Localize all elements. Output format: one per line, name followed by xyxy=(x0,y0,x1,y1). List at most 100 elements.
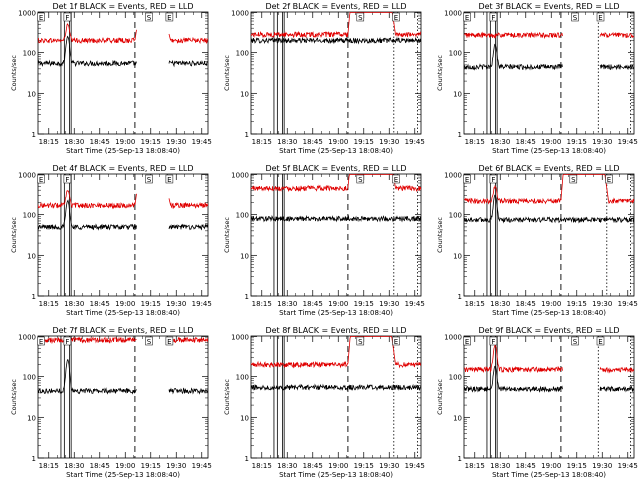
events-series-line xyxy=(251,214,421,223)
chart-panel-9: Det 9f BLACK = Events, RED = LLD 1 10 100 10… xyxy=(436,326,638,479)
event-lines xyxy=(60,336,136,458)
x-axis-label: Start Time (25-Sep-13 18:08:40) xyxy=(492,309,606,317)
x-tick-label: 18:15 xyxy=(465,138,485,146)
y-axis-label: Counts/sec xyxy=(10,379,18,415)
marker-box xyxy=(463,336,471,346)
marker-label: E xyxy=(465,338,469,346)
lld-series-line xyxy=(168,198,208,210)
y-tick-label: 1 xyxy=(32,131,36,139)
chart-title: Det 3f BLACK = Events, RED = LLD xyxy=(478,2,619,11)
lld-series-line xyxy=(599,31,634,39)
y-tick-label: 1000 xyxy=(18,334,36,342)
event-lines xyxy=(273,174,419,296)
y-tick-label: 1 xyxy=(245,293,249,301)
marker-box xyxy=(63,12,72,22)
x-tick-label: 19:30 xyxy=(379,138,399,146)
x-tick-label: 19:30 xyxy=(166,300,186,308)
x-tick-label: 19:30 xyxy=(592,138,612,146)
x-tick-label: 19:00 xyxy=(541,138,561,146)
marker-label: F xyxy=(65,176,69,184)
events-series-line xyxy=(464,43,563,71)
x-tick-label: 19:30 xyxy=(166,138,186,146)
x-tick-label: 19:15 xyxy=(141,462,161,470)
marker-box xyxy=(356,336,365,346)
x-tick-label: 18:30 xyxy=(64,462,84,470)
marker-label: S xyxy=(147,14,152,22)
x-axis-label: Start Time (25-Sep-13 18:08:40) xyxy=(66,147,180,155)
lld-series-line xyxy=(38,190,137,210)
x-tick-label: 18:45 xyxy=(303,462,323,470)
x-tick-label: 18:15 xyxy=(465,300,485,308)
marker-label: S xyxy=(571,176,576,184)
y-tick-label: 1 xyxy=(458,293,462,301)
plot-frame xyxy=(37,335,209,459)
x-tick-label: 19:15 xyxy=(141,300,161,308)
events-series-line xyxy=(168,59,208,68)
marker-label: E xyxy=(167,338,171,346)
series-group xyxy=(38,190,208,231)
x-tick-label: 18:15 xyxy=(39,138,59,146)
marker-box xyxy=(463,12,471,22)
events-series-line xyxy=(168,223,208,231)
lld-series-line xyxy=(464,344,563,374)
marker-box xyxy=(605,174,613,184)
x-tick-label: 19:15 xyxy=(567,300,587,308)
x-tick-label: 19:15 xyxy=(354,462,374,470)
x-tick-label: 18:15 xyxy=(39,300,59,308)
series-group xyxy=(38,23,208,68)
chart-title: Det 7f BLACK = Events, RED = LLD xyxy=(52,326,193,335)
marker-label: S xyxy=(573,338,578,346)
x-tick-label: 19:00 xyxy=(328,300,348,308)
y-tick-label: 10 xyxy=(240,252,249,260)
x-axis-label: Start Time (25-Sep-13 18:08:40) xyxy=(279,471,393,479)
lld-series-line xyxy=(168,336,208,343)
series-group xyxy=(464,344,634,393)
marker-box xyxy=(571,336,579,346)
marker-label: E xyxy=(394,176,398,184)
x-tick-label: 19:15 xyxy=(141,138,161,146)
x-tick-label: 18:45 xyxy=(90,462,110,470)
marker-box xyxy=(165,12,174,22)
event-lines xyxy=(486,174,631,296)
x-axis-label: Start Time (25-Sep-13 18:08:40) xyxy=(492,147,606,155)
y-tick-label: 1000 xyxy=(444,334,462,342)
x-tick-label: 19:15 xyxy=(567,138,587,146)
chart-panel-8: Det 8f BLACK = Events, RED = LLD 1 10 100 10… xyxy=(223,326,425,479)
marker-label: S xyxy=(147,338,152,346)
marker-label: F xyxy=(65,338,69,346)
x-tick-label: 19:45 xyxy=(192,138,212,146)
y-tick-label: 1000 xyxy=(444,172,462,180)
x-tick-label: 19:45 xyxy=(405,138,425,146)
x-tick-label: 19:30 xyxy=(592,462,612,470)
y-tick-label: 1 xyxy=(32,293,36,301)
x-tick-label: 19:15 xyxy=(567,462,587,470)
marker-label: S xyxy=(358,338,363,346)
chart-panel-1: Det 1f BLACK = Events, RED = LLD 1 10 100 10… xyxy=(10,2,212,155)
y-axis-label: Counts/sec xyxy=(436,55,444,91)
x-tick-label: 19:45 xyxy=(618,462,638,470)
marker-box xyxy=(37,12,45,22)
events-series-line xyxy=(599,385,634,393)
plot-frame xyxy=(250,335,422,459)
y-tick-label: 10 xyxy=(453,252,462,260)
marker-label: E xyxy=(39,14,43,22)
events-series-line xyxy=(464,365,563,393)
chart-panel-3: Det 3f BLACK = Events, RED = LLD 1 10 100 10… xyxy=(436,2,638,155)
chart-title: Det 2f BLACK = Events, RED = LLD xyxy=(265,2,406,11)
y-axis-label: Counts/sec xyxy=(223,379,231,415)
y-tick-label: 10 xyxy=(27,414,36,422)
x-tick-label: 18:15 xyxy=(39,462,59,470)
x-tick-label: 19:00 xyxy=(115,138,135,146)
x-tick-label: 18:15 xyxy=(252,138,272,146)
lld-series-line xyxy=(599,366,634,374)
events-series-line xyxy=(168,387,208,395)
chart-title: Det 9f BLACK = Events, RED = LLD xyxy=(478,326,619,335)
x-tick-label: 19:30 xyxy=(379,462,399,470)
plot-frame xyxy=(463,173,635,297)
x-tick-label: 19:30 xyxy=(166,462,186,470)
x-tick-label: 19:45 xyxy=(618,138,638,146)
x-tick-label: 19:00 xyxy=(115,300,135,308)
y-tick-label: 1000 xyxy=(231,10,249,18)
marker-box xyxy=(489,174,498,184)
